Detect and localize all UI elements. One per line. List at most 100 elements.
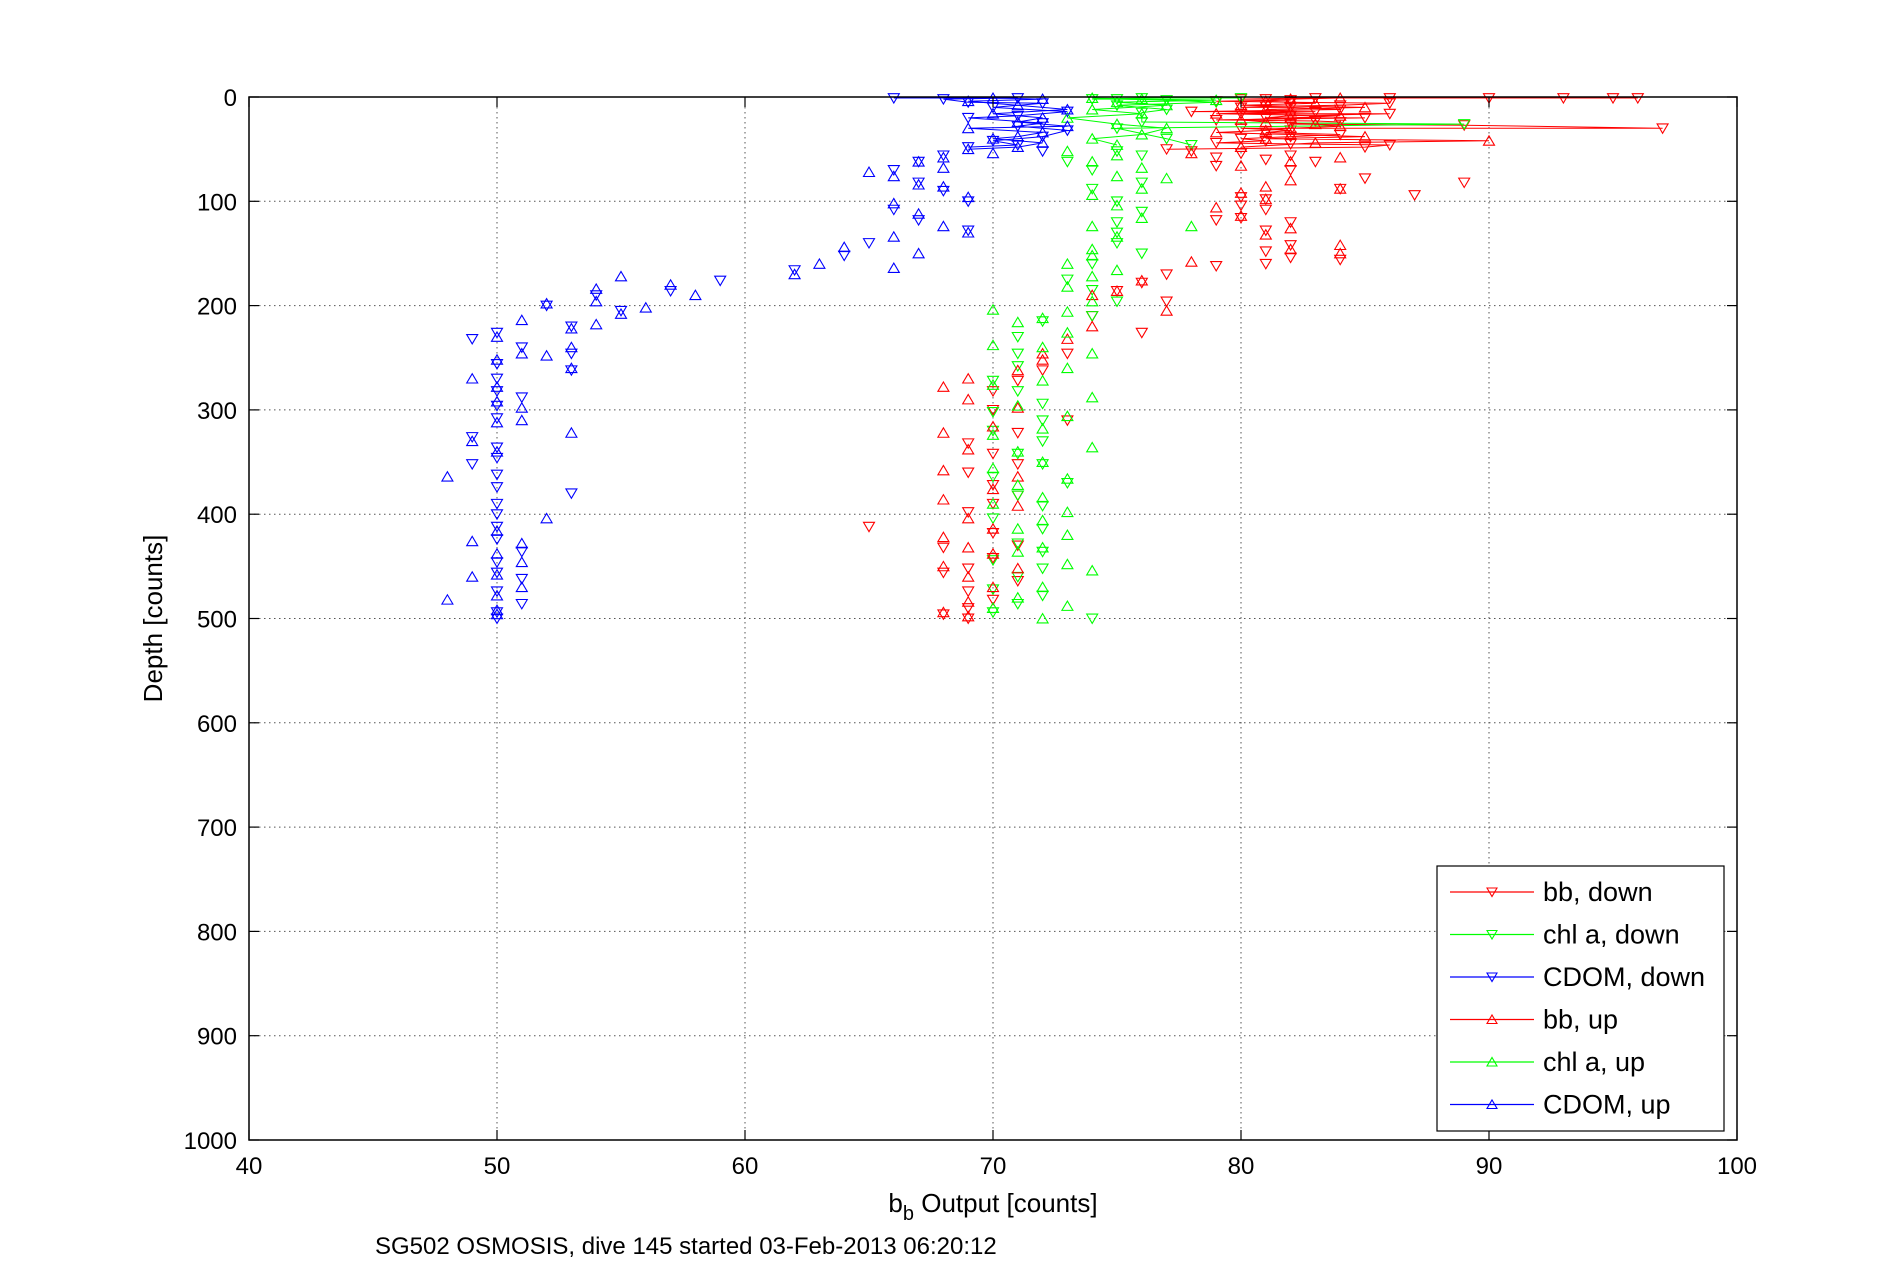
data-point [1036, 365, 1050, 377]
data-point [564, 348, 578, 360]
legend-label: bb, down [1543, 877, 1653, 907]
data-point [1036, 111, 1050, 123]
data-point [614, 270, 628, 282]
data-point [1457, 119, 1471, 131]
data-point [1060, 280, 1074, 292]
y-tick-label: 1000 [184, 1128, 237, 1155]
data-point [1135, 327, 1149, 339]
data-point [1457, 177, 1471, 189]
data-point [1135, 161, 1149, 173]
data-point [589, 282, 603, 294]
data-point [961, 586, 975, 598]
data-point [1135, 274, 1149, 286]
data-point [1135, 277, 1149, 289]
data-point [1036, 374, 1050, 386]
data-point [564, 322, 578, 334]
data-point [986, 513, 1000, 525]
data-point [936, 542, 950, 554]
data-point [1184, 147, 1198, 159]
data-point [515, 598, 529, 610]
data-point [540, 297, 554, 309]
data-point [1333, 117, 1347, 129]
legend-label: chl a, up [1543, 1047, 1645, 1077]
data-point [490, 373, 504, 385]
data-point [1110, 149, 1124, 161]
data-point [1209, 126, 1223, 138]
data-point [1284, 93, 1298, 105]
data-point [1036, 563, 1050, 575]
data-point [961, 191, 975, 203]
data-point [515, 392, 529, 404]
data-point [961, 143, 975, 155]
data-point [986, 147, 1000, 159]
data-point [564, 321, 578, 333]
data-point [961, 603, 975, 615]
data-point [1234, 200, 1248, 212]
data-point [540, 300, 554, 312]
data-point [1135, 182, 1149, 194]
data-point [862, 166, 876, 178]
data-point [564, 426, 578, 438]
legend-item: bb, up [1450, 1005, 1618, 1035]
data-point [961, 95, 975, 107]
data-point [1284, 217, 1298, 229]
data-point [465, 535, 479, 547]
data-point [1259, 180, 1273, 192]
data-point [1036, 581, 1050, 593]
data-point [961, 225, 975, 237]
data-point [490, 395, 504, 407]
data-point [986, 522, 1000, 534]
data-point [1209, 97, 1223, 109]
legend-swatch-marker [1486, 972, 1498, 983]
data-point [1284, 243, 1298, 255]
data-point [1408, 190, 1422, 202]
data-point [1184, 255, 1198, 267]
data-point [887, 204, 901, 216]
data-point [1259, 228, 1273, 240]
data-point [936, 567, 950, 579]
y-tick-label: 700 [197, 815, 237, 842]
data-point [1011, 448, 1025, 460]
data-point [1284, 240, 1298, 252]
series-line [1067, 97, 1217, 146]
data-point [1036, 541, 1050, 553]
data-point [1160, 122, 1174, 134]
data-point [961, 467, 975, 479]
data-point [1333, 104, 1347, 116]
data-point [961, 563, 975, 575]
data-point [961, 112, 975, 124]
data-point [986, 378, 1000, 390]
data-point [1284, 222, 1298, 234]
data-point [961, 226, 975, 238]
data-point [936, 531, 950, 543]
data-point [490, 330, 504, 342]
data-point [1110, 199, 1124, 211]
data-point [1333, 120, 1347, 132]
y-tick-label: 400 [197, 502, 237, 529]
data-point [1060, 106, 1074, 118]
data-point [1011, 576, 1025, 587]
data-point [1085, 311, 1099, 323]
data-point [1209, 215, 1223, 227]
data-point [688, 289, 702, 301]
data-point [1308, 156, 1322, 168]
data-point [961, 372, 975, 384]
data-point [540, 349, 554, 361]
data-point [1234, 133, 1248, 145]
data-point [1036, 436, 1050, 448]
data-point [1036, 459, 1050, 471]
data-point [490, 567, 504, 579]
data-point [1308, 118, 1322, 130]
data-point [912, 177, 926, 189]
data-point [664, 278, 678, 290]
data-point [1011, 522, 1025, 534]
data-point [1085, 441, 1099, 453]
data-point [1333, 151, 1347, 163]
y-tick-label: 500 [197, 607, 237, 634]
data-point [490, 604, 504, 616]
data-point [837, 241, 851, 253]
data-point [713, 275, 727, 287]
data-point [1209, 94, 1223, 106]
data-point [1160, 133, 1174, 145]
series-4 [986, 92, 1223, 624]
